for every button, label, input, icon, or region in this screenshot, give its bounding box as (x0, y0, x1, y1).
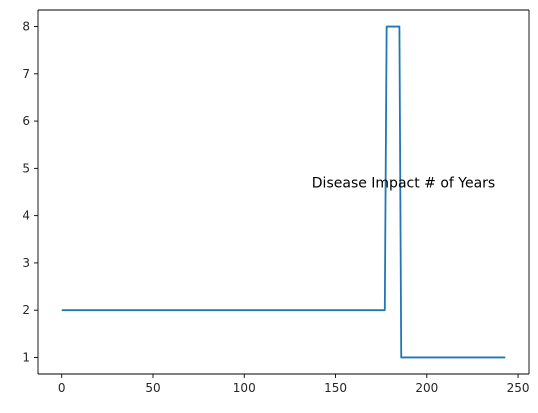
y-tick-label: 1 (22, 350, 30, 364)
axes-layer (37, 9, 530, 375)
plot-area (38, 10, 529, 374)
y-tick-label: 7 (22, 67, 30, 81)
x-tick-label: 250 (507, 381, 530, 395)
series-layer (61, 25, 506, 359)
y-tick-label: 3 (22, 256, 30, 270)
annotation-text: Disease Impact # of Years (312, 176, 495, 192)
y-tick-label: 4 (22, 209, 30, 223)
y-tick-label: 8 (22, 20, 30, 34)
y-tick-label: 6 (22, 114, 30, 128)
x-tick-label: 50 (145, 381, 160, 395)
x-tick-label: 100 (233, 381, 256, 395)
x-tick-label: 200 (415, 381, 438, 395)
y-tick-label: 5 (22, 161, 30, 175)
series-line (61, 25, 506, 359)
x-tick-label: 0 (58, 381, 66, 395)
annotation-layer: Disease Impact # of Years (312, 176, 495, 192)
y-tick-label: 2 (22, 303, 30, 317)
x-tick-label: 150 (324, 381, 347, 395)
ticks-layer: 0 50 100 150 200 250 1 2 3 4 5 6 7 8 (22, 20, 529, 395)
